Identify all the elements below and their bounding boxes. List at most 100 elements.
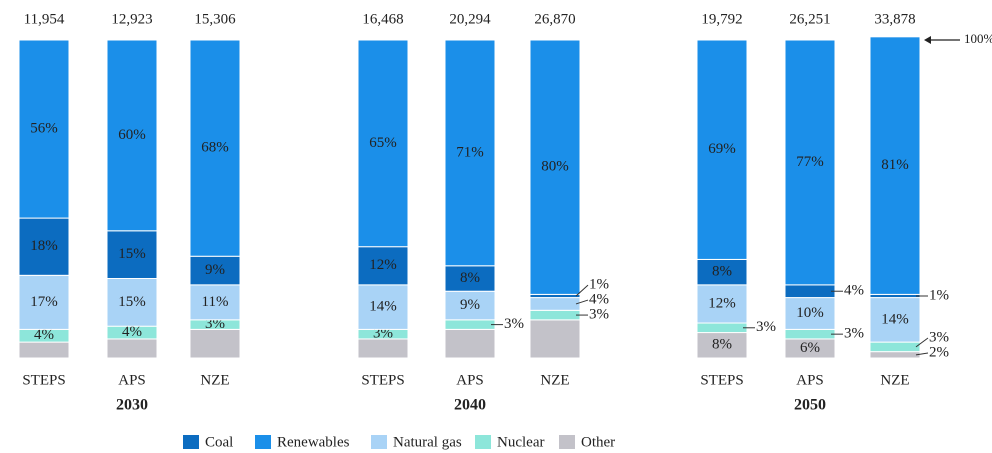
- legend-label: Nuclear: [497, 434, 544, 450]
- value-label: 15%: [118, 246, 146, 262]
- leader-line: [575, 299, 589, 305]
- x-tick-label: NZE: [200, 372, 229, 388]
- bar-segment: [357, 338, 409, 359]
- bar-segment: [869, 297, 921, 343]
- value-label: 3%: [589, 307, 609, 323]
- group-label: 2030: [116, 397, 148, 414]
- group-label: 2050: [794, 397, 826, 414]
- bar-segment: [444, 319, 496, 330]
- bar-segment: [529, 39, 581, 295]
- bar-segment: [444, 328, 496, 359]
- bar-segment: [106, 39, 158, 232]
- value-label: 14%: [369, 299, 397, 315]
- value-label: 18%: [30, 238, 58, 254]
- bar-segment: [444, 265, 496, 292]
- value-label: 9%: [205, 262, 225, 278]
- total-label: 11,954: [24, 11, 65, 27]
- total-label: 12,923: [111, 11, 152, 27]
- value-label: 60%: [118, 127, 146, 143]
- bar-segment: [106, 338, 158, 359]
- legend-label: Renewables: [277, 434, 350, 450]
- bar-segment: [189, 284, 241, 321]
- bar-segment: [357, 284, 409, 330]
- total-label: 26,870: [534, 11, 575, 27]
- bar-segment: [18, 341, 70, 359]
- value-label: 3%: [929, 329, 949, 345]
- value-label: 17%: [30, 294, 58, 310]
- bar-segment: [189, 328, 241, 359]
- total-label: 15,306: [194, 11, 236, 27]
- bar-segment: [189, 39, 241, 257]
- total-label: 26,251: [789, 11, 830, 27]
- bar-segment: [784, 284, 836, 299]
- total-label: 16,468: [362, 11, 403, 27]
- value-label: 69%: [708, 141, 736, 157]
- value-label: 14%: [881, 311, 909, 327]
- x-tick-label: APS: [118, 372, 146, 388]
- value-label: 9%: [460, 297, 480, 313]
- bar-segment: [18, 217, 70, 276]
- value-label: 65%: [369, 135, 397, 151]
- bar-segment: [18, 274, 70, 330]
- x-tick-label: STEPS: [22, 372, 65, 388]
- value-label: 15%: [118, 294, 146, 310]
- bar-segment: [529, 309, 581, 321]
- value-label: 3%: [844, 326, 864, 342]
- value-label: 6%: [800, 340, 820, 356]
- value-label: 4%: [589, 292, 609, 308]
- value-label: 71%: [456, 144, 484, 160]
- value-label: 1%: [589, 277, 609, 293]
- x-tick-label: APS: [456, 372, 484, 388]
- x-tick-label: STEPS: [361, 372, 404, 388]
- annotation: 100%: [964, 31, 992, 46]
- legend-swatch: [371, 435, 387, 449]
- value-label: 3%: [756, 319, 776, 335]
- x-tick-label: APS: [796, 372, 824, 388]
- value-label: 10%: [796, 305, 824, 321]
- value-label: 4%: [34, 327, 54, 343]
- bar-segment: [869, 341, 921, 353]
- value-label: 2%: [929, 344, 949, 360]
- value-label: 81%: [881, 157, 909, 173]
- total-label: 20,294: [449, 11, 491, 27]
- bar-segment: [784, 297, 836, 330]
- annotation-arrowhead: [924, 36, 931, 44]
- bar-segment: [696, 39, 748, 260]
- bar-segment: [696, 284, 748, 324]
- legend-label: Coal: [205, 434, 233, 450]
- legend-swatch: [183, 435, 199, 449]
- bar-segment: [444, 290, 496, 321]
- total-label: 19,792: [701, 11, 742, 27]
- legend-label: Natural gas: [393, 434, 462, 450]
- leader-line: [915, 337, 929, 348]
- bar-segment: [696, 258, 748, 286]
- legend-label: Other: [581, 434, 615, 450]
- bar-segment: [357, 39, 409, 248]
- value-label: 68%: [201, 140, 229, 156]
- bar-segment: [529, 319, 581, 359]
- value-label: 56%: [30, 120, 58, 136]
- bar-segment: [696, 322, 748, 334]
- legend-swatch: [475, 435, 491, 449]
- bar-segment: [869, 36, 921, 295]
- group-label: 2040: [454, 397, 486, 414]
- value-label: 4%: [122, 324, 142, 340]
- x-tick-label: STEPS: [700, 372, 743, 388]
- bar-segment: [529, 297, 581, 311]
- legend-swatch: [559, 435, 575, 449]
- value-label: 77%: [796, 154, 824, 170]
- value-label: 8%: [460, 270, 480, 286]
- x-tick-label: NZE: [880, 372, 909, 388]
- value-label: 3%: [504, 316, 524, 332]
- total-label: 33,878: [874, 11, 915, 27]
- value-label: 1%: [929, 287, 949, 303]
- bar-segment: [444, 39, 496, 267]
- bar-segment: [784, 39, 836, 286]
- value-label: 4%: [844, 283, 864, 299]
- value-label: 8%: [712, 337, 732, 353]
- value-label: 12%: [369, 257, 397, 273]
- value-label: 8%: [712, 264, 732, 280]
- bar-segment: [784, 328, 836, 340]
- value-label: 12%: [708, 295, 736, 311]
